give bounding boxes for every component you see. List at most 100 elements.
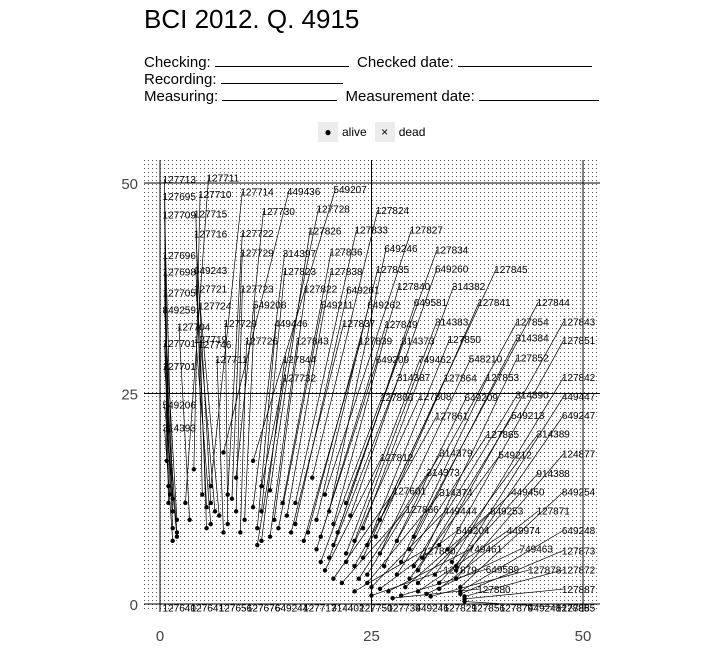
tree-tag-label: 127721 bbox=[194, 284, 228, 295]
leader-line bbox=[438, 510, 539, 590]
tree-tag-label: 314379 bbox=[439, 449, 473, 460]
tree-tag-label: 127724 bbox=[198, 301, 232, 312]
tree-point bbox=[377, 517, 383, 522]
leader-line bbox=[379, 529, 459, 590]
tree-point bbox=[331, 576, 336, 581]
tree-point bbox=[191, 467, 197, 472]
tree-point bbox=[373, 534, 378, 539]
tree-point bbox=[166, 500, 171, 506]
tree-tag-label: 127838 bbox=[329, 267, 363, 278]
tree-point bbox=[343, 559, 349, 565]
tree-point bbox=[310, 475, 315, 480]
tree-point bbox=[407, 576, 412, 581]
bottom-tree-label: 127640 bbox=[163, 604, 197, 615]
tree-tag-label: 127827 bbox=[410, 226, 444, 237]
tree-tag-label: 314374 bbox=[439, 488, 473, 499]
tree-tag-label: 127879 bbox=[443, 566, 477, 577]
measuring-blank bbox=[222, 88, 338, 101]
tree-point bbox=[170, 496, 175, 501]
leader-line bbox=[421, 357, 518, 558]
leader-line bbox=[199, 344, 207, 529]
tree-point bbox=[424, 591, 429, 597]
tree-tag-label: 127696 bbox=[163, 251, 197, 262]
tree-tag-label: 127824 bbox=[376, 206, 410, 217]
tree-point bbox=[229, 496, 235, 501]
leader-line bbox=[409, 454, 501, 579]
tree-tag-label: 127823 bbox=[283, 267, 317, 278]
tree-tag-label: 314393 bbox=[163, 423, 197, 434]
leader-line bbox=[273, 288, 307, 520]
tree-tag-label: 127843 bbox=[562, 317, 596, 328]
tree-point bbox=[348, 513, 353, 518]
tree-point bbox=[390, 595, 395, 601]
tree-point bbox=[339, 580, 345, 586]
tree-tag-label: 749461 bbox=[469, 545, 503, 556]
tree-point bbox=[250, 504, 256, 510]
tree-tag-label: 127723 bbox=[240, 284, 274, 295]
tree-point bbox=[436, 586, 442, 592]
leader-line bbox=[426, 548, 522, 595]
leader-line bbox=[231, 252, 243, 499]
tree-point bbox=[187, 517, 192, 522]
tree-tag-label: 914388 bbox=[536, 469, 570, 480]
recording-row: Recording: bbox=[144, 71, 343, 88]
leader-line bbox=[362, 377, 446, 558]
tree-point bbox=[381, 563, 387, 569]
bottom-tree-label: 127739 bbox=[387, 604, 421, 615]
tree-point bbox=[250, 458, 256, 464]
tree-point bbox=[365, 542, 370, 548]
tree-tag-label: 127842 bbox=[562, 373, 596, 384]
bottom-tree-label: 127717 bbox=[303, 604, 337, 615]
tree-tag-label: 127812 bbox=[380, 453, 414, 464]
tree-tag-label: 127844 bbox=[283, 355, 317, 366]
leader-line bbox=[164, 309, 178, 520]
tree-tag-label: 127713 bbox=[163, 175, 197, 186]
page-title: BCI 2012. Q. 4915 bbox=[144, 4, 360, 34]
leader-line bbox=[388, 548, 471, 592]
tree-point bbox=[233, 509, 239, 514]
tree-tag-label: 314390 bbox=[515, 391, 549, 402]
tree-tag-label: 549212 bbox=[498, 450, 532, 461]
alive-legend-key: ● bbox=[318, 122, 338, 142]
tree-point bbox=[221, 450, 226, 455]
tree-point bbox=[462, 599, 467, 604]
tree-tag-label: 649209 bbox=[465, 393, 499, 404]
tree-tag-label: 548210 bbox=[469, 354, 503, 365]
leader-line bbox=[366, 492, 442, 584]
tree-point bbox=[453, 563, 459, 569]
tree-point bbox=[352, 589, 357, 594]
tree-point bbox=[398, 559, 404, 565]
tree-point bbox=[280, 500, 285, 506]
tree-tag-label: 449444 bbox=[443, 507, 477, 518]
tree-point bbox=[255, 542, 260, 548]
tree-tag-label: 127851 bbox=[562, 336, 596, 347]
leader-line bbox=[199, 305, 220, 516]
measurement-date-blank bbox=[478, 88, 599, 101]
bottom-tree-label: 127885 bbox=[556, 604, 590, 615]
bottom-tree-label: 449248 bbox=[528, 604, 562, 615]
tree-labels: 127713 127711 127695 127710 127714 449436 5492… bbox=[163, 173, 596, 614]
tree-tag-label: 127705 bbox=[163, 289, 197, 300]
tree-tag-label: 849254 bbox=[562, 487, 596, 498]
tree-point bbox=[415, 568, 421, 573]
tree-point bbox=[403, 584, 408, 590]
tree-point bbox=[449, 559, 455, 565]
tree-point bbox=[356, 576, 362, 581]
tree-point bbox=[272, 517, 277, 522]
tree-tag-label: 449436 bbox=[287, 187, 321, 198]
tree-tag-label: 449974 bbox=[507, 526, 541, 537]
tree-tag-label: 649247 bbox=[562, 411, 596, 422]
tree-tag-label: 314383 bbox=[435, 317, 469, 328]
bottom-tree-label: 127641 bbox=[191, 604, 225, 615]
tree-point bbox=[183, 500, 188, 506]
leader-line bbox=[345, 249, 438, 504]
y-tick-label: 0 bbox=[130, 597, 138, 614]
leader-line bbox=[409, 337, 518, 550]
tree-tag-label: 127730 bbox=[262, 207, 296, 218]
leader-line bbox=[447, 339, 565, 550]
leader-line bbox=[401, 568, 488, 596]
bottom-tree-label: 127879 bbox=[500, 604, 534, 615]
tree-tag-label: 127726 bbox=[245, 337, 279, 348]
leader-line bbox=[256, 322, 277, 529]
tree-tag-label: 127887 bbox=[562, 585, 596, 596]
